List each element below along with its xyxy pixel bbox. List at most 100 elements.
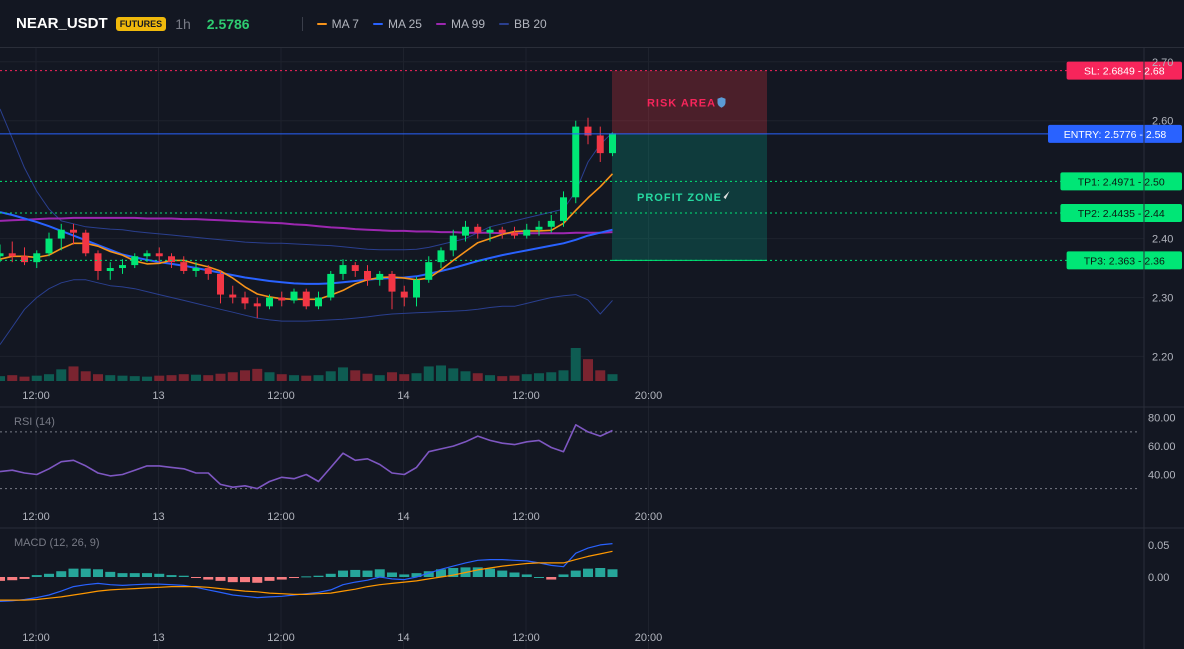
volume-bar [276,374,287,381]
macd-hist-bar [129,573,140,577]
level-badge [1060,172,1182,191]
macd-hist-bar [19,577,30,579]
rsi-title: RSI (14) [14,416,55,428]
macd-tick-label: 0.05 [1148,540,1169,552]
rsi-tick-label: 40.00 [1148,469,1176,481]
volume-bar [264,372,275,381]
time-tick-label: 12:00 [512,632,540,644]
symbol-name[interactable]: NEAR_USDT [16,15,108,32]
macd-hist-bar [191,577,201,578]
timeframe-label[interactable]: 1h [175,15,191,32]
candle-body [45,238,53,254]
volume-bar [240,370,250,381]
volume-bar [558,370,569,381]
macd-hist-bar [31,575,42,577]
volume-bar [509,375,520,381]
macd-hist-bar [485,568,495,577]
macd-hist-bar [472,567,483,577]
volume-bar [227,372,238,381]
macd-hist-bar [80,568,91,577]
ma25-line [0,211,613,285]
rsi-tick-label: 80.00 [1148,413,1176,425]
risk-area-label: RISK AREA [647,97,716,109]
candle-body [315,297,322,307]
legend-ma7[interactable]: MA 7 [316,17,359,31]
legend-bb20[interactable]: BB 20 [499,17,547,31]
candle-body [94,253,102,271]
macd-hist-bar [7,577,18,581]
macd-hist-bar [276,577,287,580]
last-price: 2.5786 [206,15,250,32]
volume-bar [436,365,446,381]
candle-body [229,294,237,298]
price-tick-label: 2.20 [1152,351,1173,363]
time-tick-label: 12:00 [512,390,540,402]
candle-body [511,232,518,236]
legend-bb20-label: BB 20 [514,16,547,31]
volume-bar [485,375,495,381]
header-separator [301,16,303,31]
macd-hist-bar [423,571,434,577]
macd-hist-bar [362,570,373,577]
macd-hist-bar [0,577,5,581]
legend-ma25[interactable]: MA 25 [372,17,422,31]
volume-bar [472,373,483,381]
candle-body [584,126,592,136]
candle-body [425,262,433,280]
level-label: ENTRY: 2.5776 - 2.58 [1064,129,1167,141]
volume-bar [313,375,324,381]
volume-bar [7,375,18,381]
volume-bar [325,371,336,381]
candle-body [474,226,482,233]
rsi-tick-label: 60.00 [1148,441,1176,453]
rocket-icon [723,191,730,200]
legend-ma99[interactable]: MA 99 [435,17,485,31]
volume-bar [203,375,214,381]
candle-body [204,268,212,274]
rsi-line [0,423,613,490]
ma99-swatch [435,22,446,25]
risk-area-zone [612,70,767,134]
candle-body [609,133,616,154]
volume-bar [607,374,618,381]
bb-lower-line [0,279,613,345]
macd-hist-bar [227,577,238,583]
volume-bar [521,374,532,381]
candle-body [535,226,543,230]
volume-bar [374,375,385,381]
candle-body [327,273,335,298]
candle-body [0,253,4,257]
macd-hist-bar [154,573,165,577]
level-label: TP3: 2.363 - 2.36 [1084,255,1165,267]
candle-body [364,270,371,280]
time-tick-label: 12:00 [22,632,50,644]
level-label: SL: 2.6849 - 2.68 [1084,66,1165,78]
volume-bar [44,374,54,381]
macd-hist-bar [264,577,275,581]
axes: 2.20 2.30 2.40 2.60 2.70 12:00 13 12:00 14 12:00 2… [0,48,1184,649]
macd-hist-bar [44,573,54,577]
time-tick-label: 20:00 [635,632,663,644]
candle-body [253,303,261,307]
price-tick-label: 2.30 [1152,293,1173,305]
macd-hist-bar [215,577,226,581]
macd-hist-bar [570,570,581,577]
candle-body [376,273,384,280]
ma25-swatch [372,22,383,25]
macd-hist-bar [178,575,189,577]
volume-bar [350,370,361,381]
trade-zones: RISK AREA PROFIT ZONE [612,70,767,261]
time-tick-label: 12:00 [267,511,295,523]
level-label: TP2: 2.4435 - 2.44 [1078,208,1165,220]
volume-bar [56,369,67,381]
macd-hist-bar [166,575,177,577]
time-tick-label: 12:00 [22,390,50,402]
volume-bar [117,375,128,381]
time-tick-label: 13 [152,511,164,523]
macd-line [0,543,613,602]
level-badge [1066,61,1182,80]
volume-bar [570,347,581,381]
candle-body [192,268,200,271]
macd-hist-bar [509,572,520,577]
